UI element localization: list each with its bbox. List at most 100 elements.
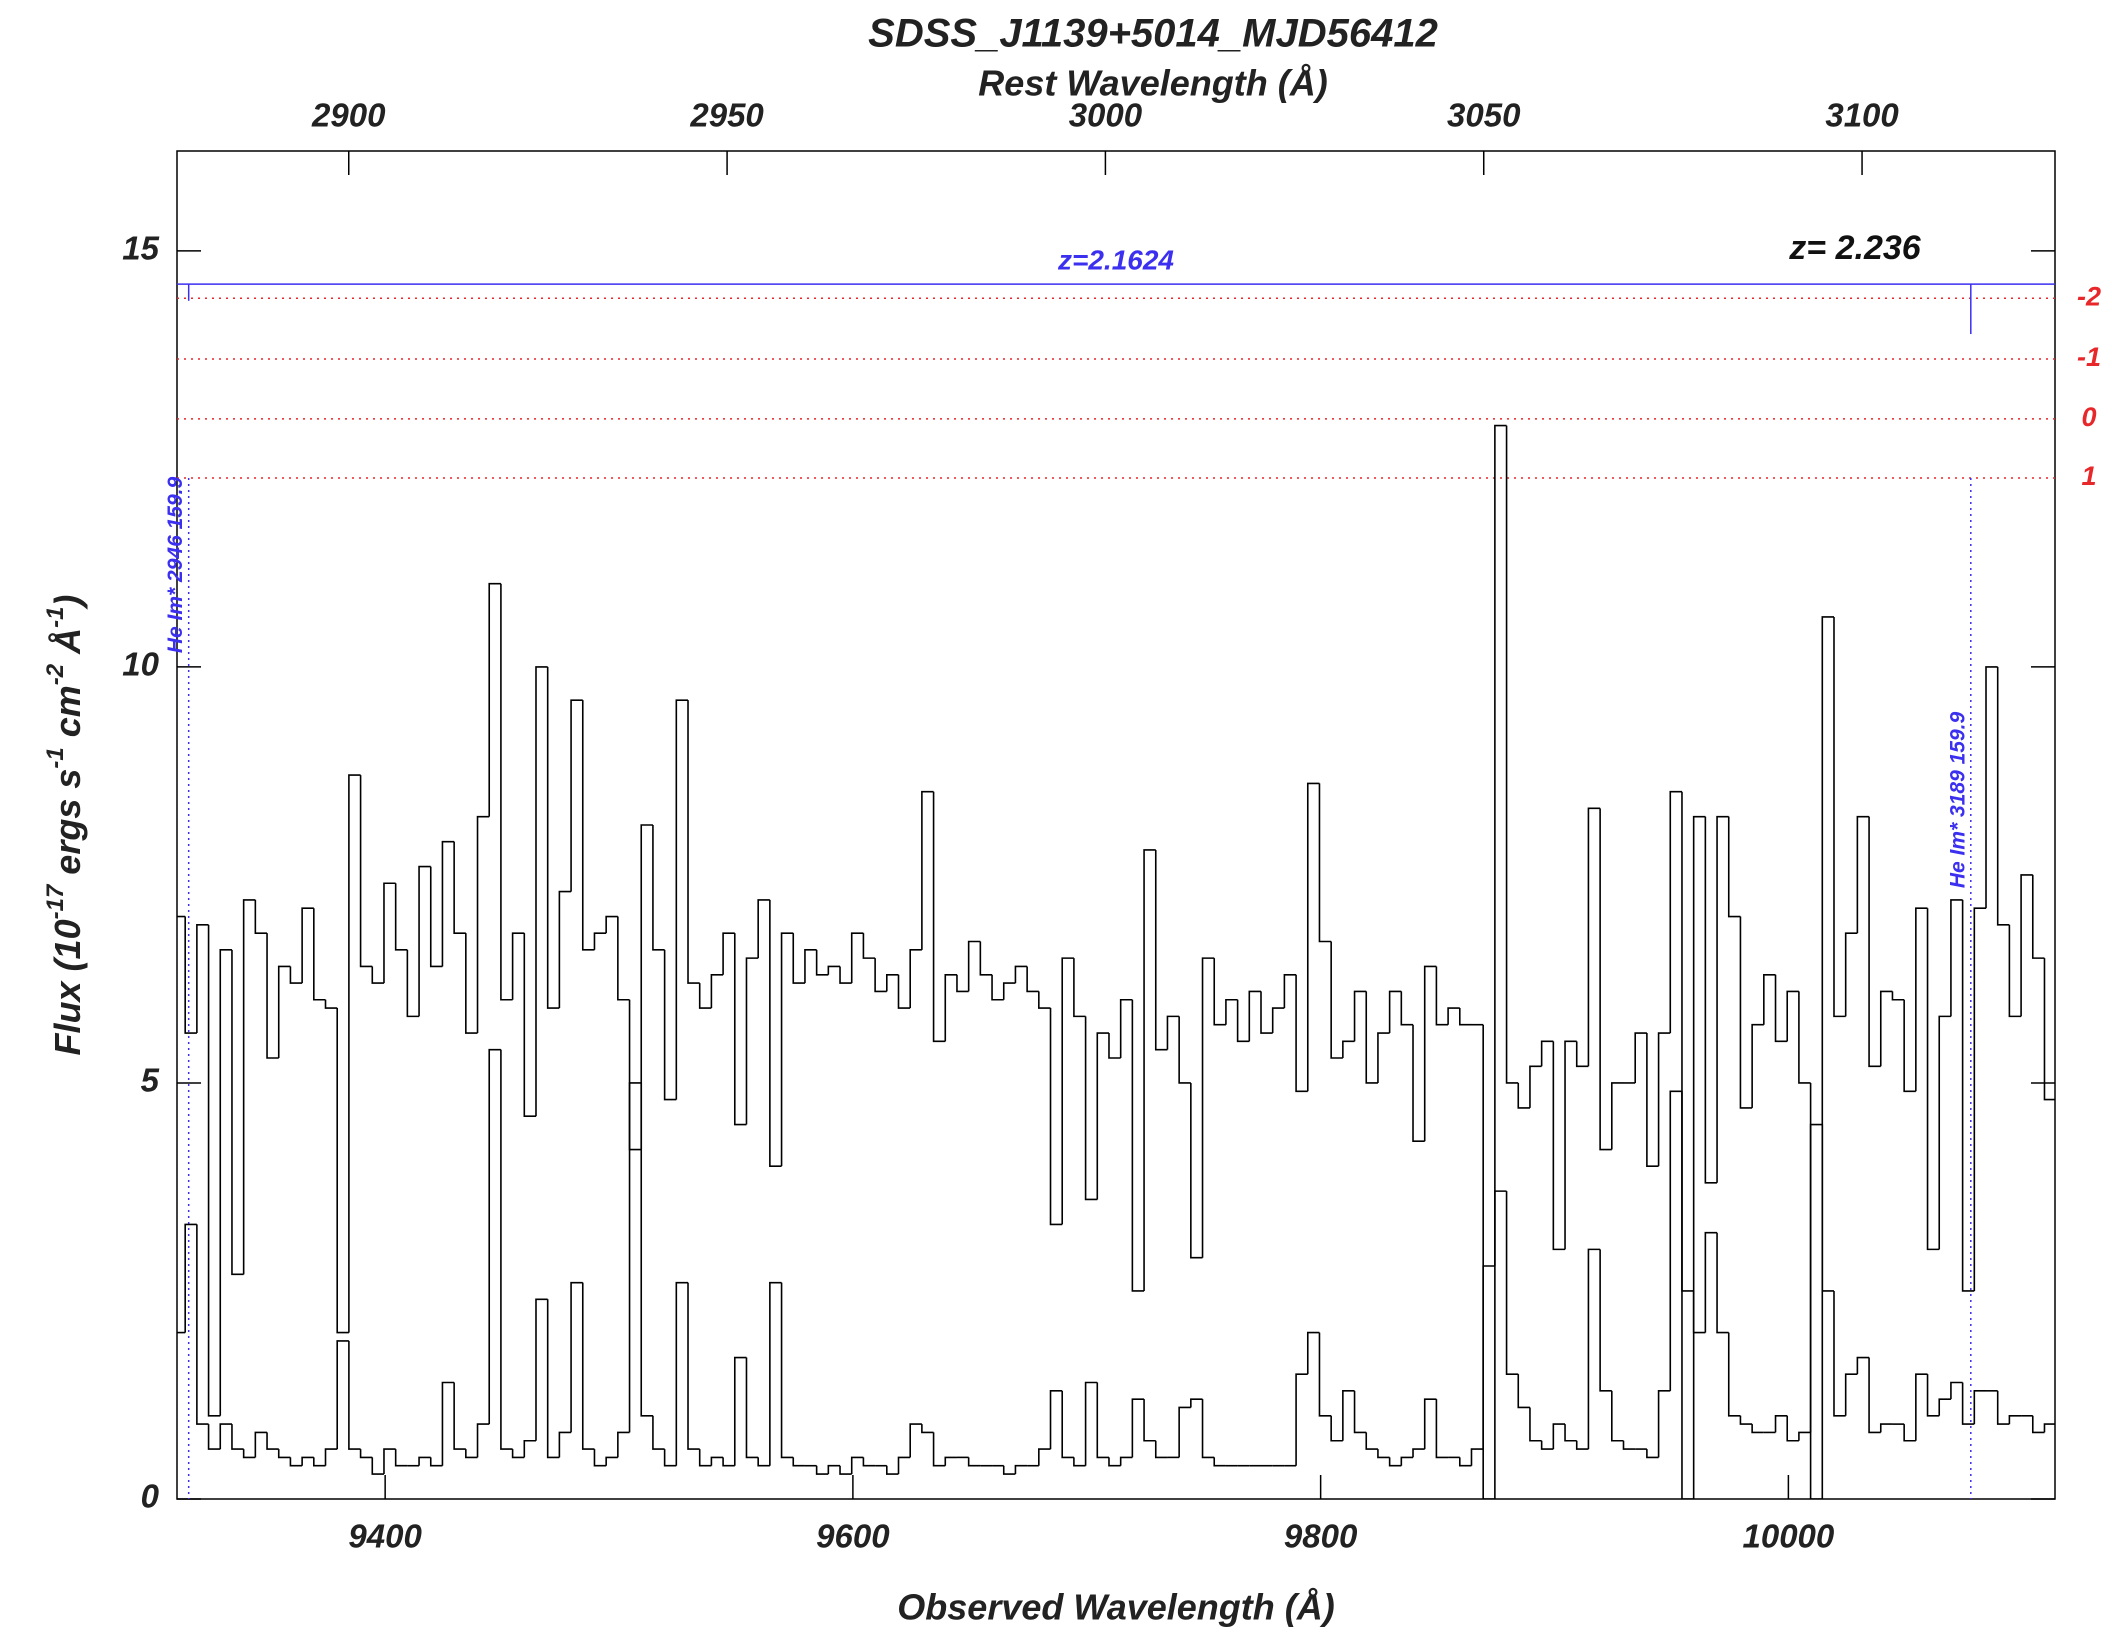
spectrum-step: [207, 924, 221, 1417]
spectrum-step: [687, 700, 700, 984]
spectrum-step: [301, 907, 314, 984]
spectrum-step: [1611, 1082, 1624, 1150]
spectrum-step: [500, 583, 513, 1001]
spectrum-step: [1681, 791, 1694, 1499]
spectrum-step: [465, 1449, 478, 1459]
spectrum-step: [1494, 424, 1507, 1499]
spectrum-step: [1143, 1399, 1156, 1442]
spectrum-step: [313, 908, 326, 1001]
spectrum-step: [1809, 1123, 1823, 1433]
y-axis-title: Flux (10-17 ergs s-1 cm-2 Å-1): [42, 595, 88, 1056]
spectrum-step: [242, 899, 256, 1275]
spectrum-step: [1798, 991, 1811, 1084]
spectrum-step: [266, 933, 279, 1059]
spectrum-step: [640, 824, 653, 1150]
spectrum-step: [932, 791, 946, 1043]
spectrum-step: [1271, 1007, 1285, 1034]
spectrum-step: [1073, 958, 1086, 1018]
spectrum-step: [1540, 1040, 1554, 1067]
x2-tick-label: 3100: [1825, 97, 1899, 134]
spectrum-step: [196, 924, 209, 1034]
spectrum-step: [1458, 1457, 1472, 1467]
spectrum-step: [394, 1449, 408, 1467]
spectrum-step: [1330, 941, 1343, 1059]
spectrum-step: [1002, 1465, 1016, 1475]
spectrum-step: [1049, 1390, 1063, 1450]
y-axis-title-part: -1: [42, 607, 69, 628]
spectrum-step: [488, 1048, 501, 1425]
spectrum-step: [383, 882, 396, 984]
spectrum-step: [324, 999, 338, 1009]
spectrum-step: [383, 1448, 396, 1475]
spectrum-step: [792, 933, 805, 984]
spectrum-step: [324, 1448, 338, 1466]
spectrum-step: [231, 1424, 244, 1450]
spectrum-step: [1950, 1381, 1963, 1400]
spectrum-step: [769, 1281, 782, 1466]
spectrum-step: [207, 1424, 221, 1450]
spectrum-step: [1575, 1041, 1589, 1068]
y-axis-title-part: ergs s: [47, 769, 88, 885]
spectrum-step: [1681, 1091, 1694, 1292]
spectrum-step: [804, 949, 817, 984]
spectrum-step: [1669, 1090, 1682, 1391]
spectrum-step: [1119, 998, 1133, 1058]
chart-title: SDSS_J1139+5014_MJD56412: [868, 12, 1438, 56]
spectrum-step: [909, 1423, 922, 1458]
spectrum-step: [1564, 1040, 1577, 1250]
spectrum-step: [1716, 1232, 1729, 1334]
spectrum-step: [418, 865, 431, 1017]
spectrum-step: [769, 899, 782, 1167]
spectrum-step: [1833, 1290, 1846, 1417]
spectrum-step: [1996, 1390, 2010, 1425]
spectrum-step: [628, 1082, 642, 1433]
spectrum-step: [1856, 1356, 1870, 1375]
spectrum-step: [1002, 982, 1016, 1000]
spectrum-step: [1692, 815, 1706, 1499]
spectrum-step: [1108, 1033, 1121, 1059]
spectrum-step: [1985, 666, 1998, 909]
y-tick-label: 5: [141, 1062, 160, 1099]
spectrum-step: [944, 1456, 957, 1466]
spectrum-step: [1786, 990, 1799, 1042]
level-label: 1: [2081, 461, 2096, 491]
spectrum-step: [593, 932, 607, 950]
spectrum-step: [1096, 1382, 1109, 1459]
spectrum-step: [850, 932, 864, 984]
spectrum-step: [1435, 966, 1449, 1026]
x-tick-label: 9400: [348, 1518, 422, 1555]
spectrum-step: [1529, 1065, 1542, 1108]
spectrum-step: [1213, 958, 1226, 1026]
spectrum-step: [745, 1357, 759, 1459]
spectrum-step: [1377, 1032, 1390, 1083]
spectrum-step: [1213, 1457, 1226, 1467]
spectrum-step: [1353, 990, 1367, 1042]
spectrum-step: [1412, 1448, 1425, 1458]
absorber-label: z=2.1624: [1057, 245, 1174, 276]
spectrum-step: [453, 841, 466, 934]
spectrum-step: [1014, 965, 1028, 984]
spectrum-step: [991, 974, 1004, 1001]
spectrum-step: [1961, 1382, 1975, 1425]
spectrum-step: [1926, 1374, 1940, 1417]
spectrum-step: [1903, 999, 1916, 1093]
spectrum-step: [1353, 1390, 1367, 1434]
spectrum-step: [1412, 1024, 1425, 1142]
spectrum-step: [1774, 1414, 1788, 1433]
spectrum-step: [266, 1432, 279, 1450]
spectrum-step: [1833, 616, 1846, 1018]
spectrum-step: [1517, 1082, 1530, 1109]
spectrum-step: [1283, 973, 1297, 1009]
spectrum-step: [1330, 1415, 1343, 1442]
spectrum-step: [944, 973, 957, 1042]
spectrum-step: [640, 1082, 653, 1417]
spectrum-step: [1306, 1331, 1320, 1375]
spectrum-step: [1844, 932, 1858, 1017]
spectrum-step: [546, 666, 560, 1009]
spectrum-step: [1096, 1032, 1109, 1200]
spectrum-step: [617, 1431, 630, 1458]
spectrum-step: [1365, 1432, 1378, 1450]
spectrum-step: [1763, 973, 1776, 1025]
spectrum-step: [1505, 425, 1519, 1084]
spectrum-step: [1786, 1415, 1799, 1442]
